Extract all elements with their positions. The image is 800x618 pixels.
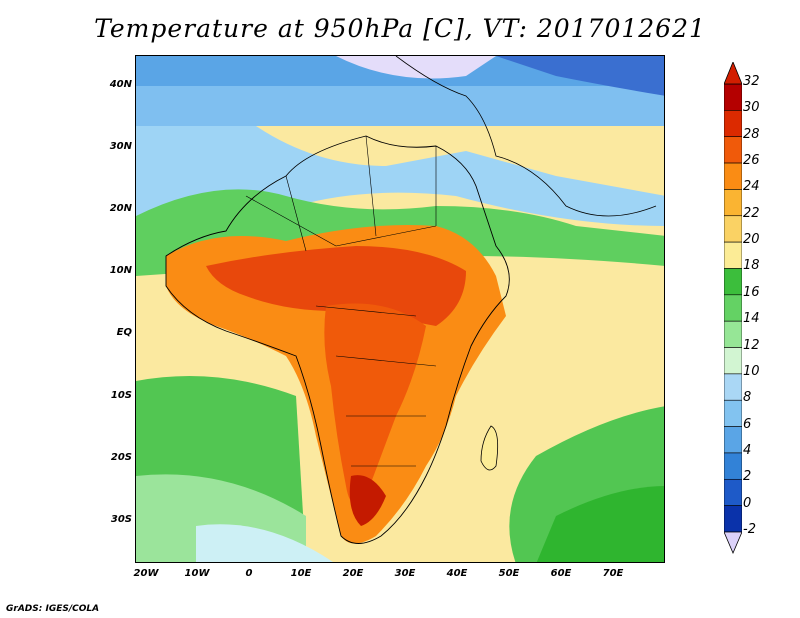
lon-label-0: 0 — [245, 568, 253, 579]
colorbar-label: -2 — [743, 521, 756, 537]
lon-label-70e: 70E — [602, 568, 624, 579]
colorbar-label: 32 — [743, 74, 760, 89]
lon-label-60e: 60E — [550, 568, 572, 579]
colorbar-label: 18 — [743, 258, 760, 274]
country-borders — [245, 135, 437, 467]
colorbar-top-arrow — [724, 62, 742, 85]
colorbar-segment — [724, 162, 742, 190]
lat-label-10n: 10N — [109, 265, 132, 276]
lat-label-30s: 30S — [110, 514, 132, 525]
mideast-coastline — [395, 56, 657, 217]
lon-label-50e: 50E — [498, 568, 520, 579]
europe-cold-region — [336, 56, 496, 79]
colorbar-label: 20 — [743, 232, 760, 248]
lat-label-20s: 20S — [110, 452, 132, 463]
colorbar-label: 4 — [743, 442, 752, 458]
lat-label-20n: 20N — [109, 203, 132, 214]
colorbar-label: 14 — [743, 311, 760, 327]
colorbar-label: 22 — [743, 205, 760, 221]
lat-label-30n: 30N — [109, 141, 132, 152]
colorbar-segment — [724, 110, 742, 138]
colorbar-segment — [724, 189, 742, 217]
colorbar-label: 2 — [743, 469, 752, 485]
colorbar-label: 16 — [743, 284, 760, 300]
colorbar-label: 8 — [743, 390, 752, 406]
colorbar-segment — [724, 320, 742, 348]
temperature-map — [135, 55, 665, 563]
colorbar-segment — [724, 399, 742, 427]
central-africa-hot-region — [324, 303, 426, 504]
colorbar-label: 10 — [743, 363, 760, 379]
colorbar-segment — [724, 347, 742, 375]
colorbar-segment — [724, 478, 742, 506]
lat-label-eq: EQ — [116, 327, 132, 338]
west-africa-hot-region — [206, 246, 466, 326]
colorbar-segment — [724, 373, 742, 401]
south-atlantic-cool — [196, 524, 333, 562]
colorbar-segment — [724, 241, 742, 269]
grads-credit: GrADS: IGES/COLA — [6, 604, 100, 614]
lon-label-20w: 20W — [133, 568, 159, 579]
lon-label-10w: 10W — [184, 568, 210, 579]
colorbar-segment — [724, 426, 742, 454]
colorbar-segment — [724, 268, 742, 296]
lat-label-40n: 40N — [109, 79, 132, 90]
colorbar-segment — [724, 294, 742, 322]
colorbar-label: 26 — [743, 153, 760, 169]
colorbar-bottom-arrow — [724, 531, 742, 554]
lon-label-30e: 30E — [394, 568, 416, 579]
colorbar-label: 12 — [743, 337, 760, 353]
south-indian-darkgreen — [536, 486, 664, 562]
colorbar-segment — [724, 505, 742, 533]
lon-label-40e: 40E — [446, 568, 468, 579]
lon-label-20e: 20E — [342, 568, 364, 579]
colorbar — [724, 62, 742, 554]
map-canvas — [136, 56, 664, 562]
africa-coastline — [165, 135, 510, 544]
colorbar-label: 28 — [743, 126, 760, 142]
colorbar-label: 0 — [743, 495, 752, 511]
colorbar-segment — [724, 83, 742, 111]
colorbar-segment — [724, 452, 742, 480]
asia-cold-region — [496, 56, 664, 96]
colorbar-label: 6 — [743, 416, 752, 432]
south-africa-hot-spot — [349, 475, 386, 526]
colorbar-label: 24 — [743, 179, 760, 195]
lat-label-10s: 10S — [110, 390, 132, 401]
colorbar-segment — [724, 215, 742, 243]
lon-label-10e: 10E — [290, 568, 312, 579]
madagascar — [480, 425, 499, 471]
colorbar-label: 30 — [743, 100, 760, 116]
colorbar-segment — [724, 136, 742, 164]
map-title: Temperature at 950hPa [C], VT: 201701262… — [94, 14, 706, 43]
